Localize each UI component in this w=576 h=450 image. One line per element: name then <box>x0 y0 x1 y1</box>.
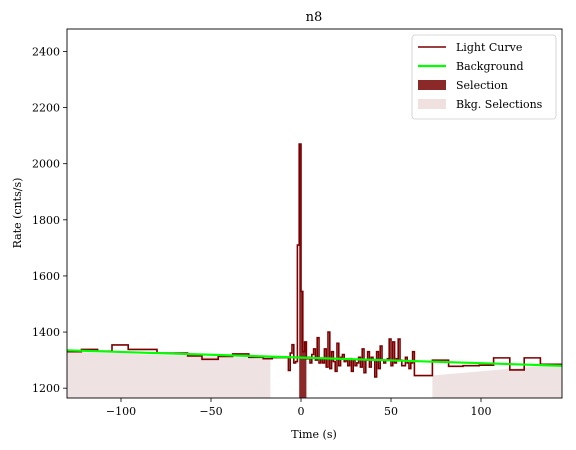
y-tick-label: 1400 <box>32 326 60 339</box>
x-tick-label: −100 <box>106 405 136 418</box>
background-model-line <box>67 349 562 367</box>
legend-entry: Selection <box>418 79 508 92</box>
y-tick-label: 1600 <box>32 270 60 283</box>
y-tick-label: 2200 <box>32 102 60 115</box>
legend-entry: Bkg. Selections <box>418 98 543 111</box>
legend-swatch-patch <box>418 99 446 109</box>
legend-entry: Background <box>418 60 524 73</box>
light-curve-line <box>67 143 562 378</box>
plot-contents <box>67 143 562 398</box>
y-tick-label: 2400 <box>32 45 60 58</box>
legend: Light Curve Background Selection Bkg. Selec… <box>411 34 557 120</box>
axes: −100 −50 0 50 100 1200 1400 1600 1800 2000 2200 240… <box>32 28 563 418</box>
y-tick-label: 1800 <box>32 214 60 227</box>
x-tick-label: −50 <box>199 405 222 418</box>
chart-title: n8 <box>306 10 323 25</box>
x-tick-label: 50 <box>384 405 398 418</box>
legend-label: Selection <box>456 79 508 92</box>
legend-swatch-patch <box>418 80 446 90</box>
legend-label: Light Curve <box>456 41 522 54</box>
bkg-selection-region-0 <box>67 351 271 398</box>
axes-frame <box>66 28 563 399</box>
x-tick-label: 0 <box>298 405 305 418</box>
legend-label: Background <box>456 60 524 73</box>
legend-box <box>411 34 557 120</box>
y-tick-label: 2000 <box>32 158 60 171</box>
bkg-selection-region-1 <box>432 364 562 398</box>
legend-entry: Light Curve <box>418 41 522 54</box>
legend-label: Bkg. Selections <box>456 98 543 111</box>
plot-area <box>67 143 562 398</box>
y-axis-title: Rate (cnts/s) <box>11 178 24 249</box>
y-tick-label: 1200 <box>32 382 60 395</box>
x-tick-label: 100 <box>471 405 492 418</box>
x-axis-title: Time (s) <box>291 428 337 441</box>
